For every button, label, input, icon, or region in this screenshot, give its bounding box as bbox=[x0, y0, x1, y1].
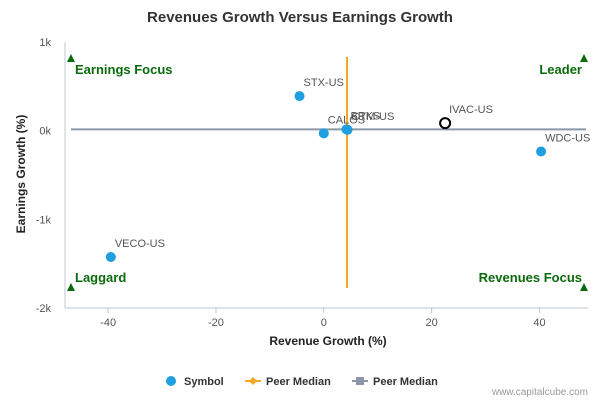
quadrant-marker-bottom-right bbox=[580, 283, 588, 291]
data-point bbox=[105, 252, 116, 263]
data-point-label: VECO-US bbox=[115, 238, 165, 250]
data-point-label: WDC-US bbox=[545, 133, 590, 145]
quadrant-marker-bottom-left bbox=[67, 283, 75, 291]
credit-text: www.capitalcube.com bbox=[491, 387, 588, 398]
x-tick-label: 20 bbox=[426, 317, 438, 329]
legend-revenue-median-marker bbox=[249, 377, 257, 385]
data-point bbox=[294, 91, 305, 102]
y-axis: 1k 0k -1k -2k bbox=[36, 37, 52, 315]
plot-area bbox=[64, 42, 588, 309]
chart-title: Revenues Growth Versus Earnings Growth bbox=[147, 9, 453, 26]
peer-median-lines bbox=[71, 57, 586, 288]
x-tick-label: 0 bbox=[321, 317, 327, 329]
y-tick-label: 1k bbox=[39, 37, 51, 49]
legend-label: Symbol bbox=[184, 376, 224, 388]
x-tick-label: -40 bbox=[100, 317, 116, 329]
legend-label: Peer Median bbox=[373, 376, 438, 388]
data-point-highlighted bbox=[439, 117, 452, 130]
legend-label: Peer Median bbox=[266, 376, 331, 388]
x-tick-label: 40 bbox=[533, 317, 545, 329]
data-point-label: CALOS bbox=[328, 114, 365, 126]
data-point bbox=[342, 124, 353, 135]
legend-earnings-median-marker bbox=[356, 377, 364, 385]
data-point-label: BRKS bbox=[350, 110, 380, 122]
quadrant-label-revenues-focus: Revenues Focus bbox=[479, 270, 582, 285]
x-axis: -40 -20 0 20 40 bbox=[100, 308, 546, 329]
data-point-label: IVAC-US bbox=[449, 104, 493, 116]
quadrant-marker-top-left bbox=[67, 54, 75, 62]
data-point-label: CTM-US bbox=[352, 111, 395, 123]
quadrant-labels: Earnings Focus Leader Laggard Revenues Focu… bbox=[67, 54, 588, 291]
y-tick-label: -1k bbox=[36, 214, 52, 226]
x-tick-label: -20 bbox=[208, 317, 224, 329]
data-point bbox=[318, 128, 329, 139]
y-axis-title: Earnings Growth (%) bbox=[14, 115, 28, 234]
quadrant-label-laggard: Laggard bbox=[75, 270, 126, 285]
y-tick-label: -2k bbox=[36, 303, 52, 315]
x-axis-title: Revenue Growth (%) bbox=[269, 334, 386, 348]
data-point bbox=[536, 146, 547, 157]
quadrant-marker-top-right bbox=[580, 54, 588, 62]
legend: Symbol Peer Median Peer Median bbox=[166, 376, 438, 388]
legend-symbol-marker bbox=[166, 376, 176, 386]
quadrant-label-earnings-focus: Earnings Focus bbox=[75, 62, 173, 77]
y-tick-label: 0k bbox=[39, 126, 51, 138]
quadrant-label-leader: Leader bbox=[539, 62, 582, 77]
data-point-label: STX-US bbox=[304, 77, 344, 89]
